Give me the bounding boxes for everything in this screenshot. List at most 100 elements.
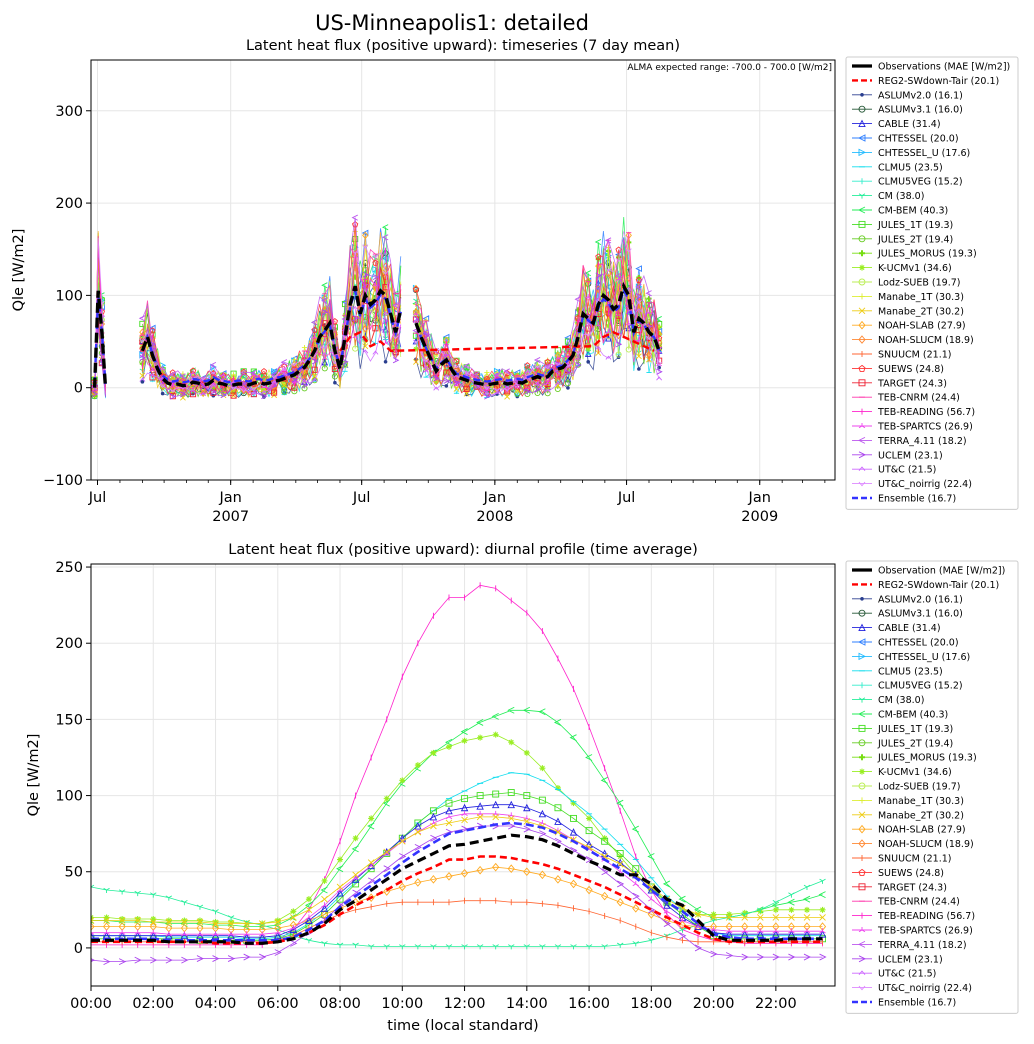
legend-label: NOAH-SLAB (27.9)	[878, 321, 966, 332]
timeseries-point	[645, 290, 652, 297]
legend-entry: CLMU5VEG (15.2)	[852, 177, 963, 188]
legend-marker	[859, 768, 865, 775]
legend-label: TERRA_4.11 (18.2)	[877, 940, 967, 951]
diurnal-point	[508, 822, 516, 830]
timeseries-point	[210, 370, 217, 375]
legend-label: CM (38.0)	[878, 695, 924, 706]
legend-label: JULES_MORUS (19.3)	[877, 249, 977, 260]
diurnal-point	[430, 749, 437, 756]
diurnal-point	[243, 931, 250, 937]
diurnal-point	[756, 930, 765, 938]
legend-label: K-UCMv1 (34.6)	[878, 263, 952, 274]
timeseries-point	[554, 381, 561, 386]
diurnal-series-teb-spartcs	[91, 810, 826, 937]
diurnal-point	[134, 956, 142, 964]
legend-label: CLMU5 (23.5)	[878, 666, 943, 677]
legend-label: CHTESSEL_U (17.6)	[878, 652, 970, 663]
diurnal-point	[554, 784, 561, 791]
legend-label: REG2-SWdown-Tair (20.1)	[878, 76, 999, 87]
diurnal-point	[399, 777, 406, 784]
timeseries-point	[595, 272, 602, 279]
legend-entry: TEB-SPARTCS (26.9)	[852, 926, 973, 937]
diurnal-point	[227, 920, 235, 927]
diurnal-point	[290, 914, 297, 921]
legend-label: CHTESSEL_U (17.6)	[878, 148, 970, 159]
legend-entry: Ensemble (16.7)	[852, 998, 956, 1009]
legend-entry: CM (38.0)	[852, 191, 924, 202]
legend-marker	[858, 985, 866, 991]
timeseries-point	[575, 350, 582, 355]
diurnal-point	[741, 953, 749, 961]
diurnal-point	[771, 901, 780, 909]
diurnal-point	[165, 931, 173, 940]
legend-entry: UCLEM (23.1)	[852, 954, 943, 965]
timeseries-point	[433, 386, 440, 391]
timeseries-point	[281, 388, 288, 395]
legend-entry: SUEWS (24.8)	[852, 364, 944, 375]
diurnal-point	[570, 944, 577, 950]
diurnal-point	[212, 919, 219, 926]
diurnal-point	[165, 918, 173, 926]
diurnal-point	[523, 792, 531, 800]
timeseries-observations-line	[92, 290, 108, 388]
legend-marker	[859, 293, 865, 300]
diurnal-point	[445, 872, 453, 881]
diurnal-xlabel: time (local standard)	[387, 1018, 538, 1034]
timeseries-point	[655, 347, 662, 354]
diurnal-point	[352, 835, 359, 842]
diurnal-line	[91, 821, 823, 942]
timeseries-point	[311, 377, 318, 382]
timeseries-point	[210, 388, 217, 395]
diurnal-point	[118, 917, 126, 924]
diurnal-point	[476, 719, 484, 726]
diurnal-point	[196, 931, 204, 937]
timeseries-point	[635, 308, 642, 313]
timeseries-point	[179, 387, 187, 396]
timeseries-point	[636, 293, 643, 300]
diurnal-point	[196, 931, 204, 940]
legend-label: NOAH-SLAB (27.9)	[878, 825, 966, 836]
legend-label: ASLUMv2.0 (16.1)	[878, 594, 963, 605]
timeseries-point	[585, 349, 592, 355]
timeseries-point	[179, 373, 186, 380]
diurnal-point	[632, 941, 640, 947]
timeseries-point	[280, 359, 288, 366]
diurnal-point	[539, 830, 547, 838]
timeseries-point	[585, 341, 592, 349]
timeseries-point	[180, 391, 187, 398]
timeseries-point	[382, 311, 389, 316]
legend-label: JULES_MORUS (19.3)	[877, 753, 977, 764]
diurnal-point	[243, 953, 251, 961]
legend-entry: CM-BEM (40.3)	[852, 206, 948, 217]
timeseries-point	[210, 383, 217, 388]
diurnal-point	[616, 897, 624, 907]
diurnal-point	[383, 865, 391, 873]
diurnal-point	[181, 900, 188, 906]
timeseries-point	[463, 385, 470, 392]
diurnal-point	[180, 931, 189, 940]
diurnal-point	[648, 938, 655, 944]
diurnal-point	[212, 909, 219, 915]
timeseries-xtick-label: Jan	[483, 490, 506, 506]
diurnal-point	[398, 837, 406, 845]
timeseries-point	[605, 355, 612, 360]
diurnal-point	[772, 914, 780, 921]
legend-entry: UT&C (21.5)	[852, 465, 936, 476]
diurnal-point	[227, 955, 236, 962]
timeseries-xtick-year: 2009	[741, 509, 778, 525]
diurnal-point	[757, 907, 764, 913]
timeseries-point	[301, 359, 308, 364]
diurnal-point	[445, 799, 453, 807]
diurnal-point	[134, 915, 141, 922]
diurnal-point	[554, 875, 562, 884]
diurnal-point	[321, 877, 328, 884]
diurnal-point	[554, 804, 562, 812]
diurnal-point	[523, 944, 531, 950]
timeseries-point	[91, 390, 99, 397]
timeseries-point	[381, 234, 389, 241]
diurnal-point	[367, 877, 376, 885]
timeseries-model-line	[415, 273, 660, 397]
diurnal-point	[554, 944, 562, 950]
figure-suptitle: US-Minneapolis1: detailed	[315, 11, 589, 35]
legend-marker	[858, 320, 866, 330]
